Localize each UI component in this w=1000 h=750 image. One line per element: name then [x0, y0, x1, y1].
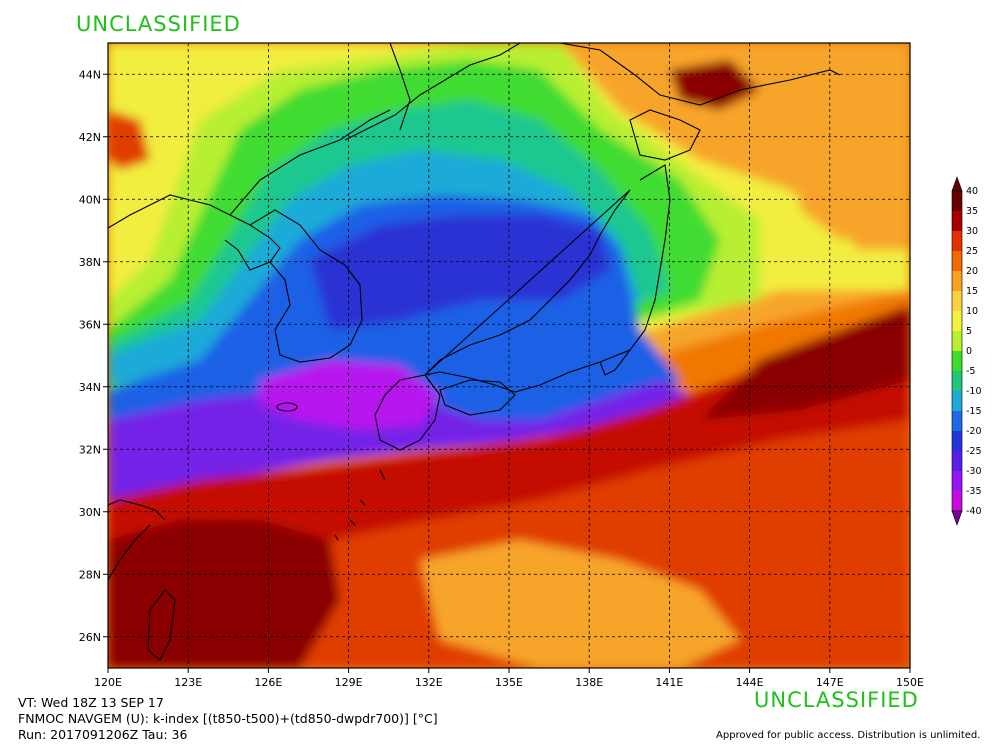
lon-tick-label: 150E	[896, 676, 924, 689]
colorbar-segment	[952, 451, 962, 472]
lon-tick-label: 144E	[736, 676, 764, 689]
classification-bottom: UNCLASSIFIED	[754, 688, 919, 712]
colorbar-segment	[952, 491, 962, 512]
lon-tick-label: 126E	[254, 676, 282, 689]
colorbar-label: 20	[966, 266, 978, 277]
lon-tick-label: 147E	[816, 676, 844, 689]
lon-tick-label: 123E	[174, 676, 202, 689]
map-frame	[107, 42, 911, 669]
lat-tick-label: 26N	[79, 631, 101, 644]
lon-tick-label: 135E	[495, 676, 523, 689]
lon-tick-label: 129E	[335, 676, 363, 689]
colorbar-segment	[952, 191, 962, 212]
colorbar-label: 15	[966, 286, 978, 297]
colorbar-segment	[952, 331, 962, 352]
lon-tick-label: 132E	[415, 676, 443, 689]
lat-tick-label: 42N	[79, 131, 101, 144]
colorbar-label: -30	[966, 466, 982, 477]
colorbar-top-arrow	[951, 176, 963, 192]
lat-tick-label: 40N	[79, 193, 101, 206]
colorbar-label: -15	[966, 406, 982, 417]
colorbar-segment	[952, 411, 962, 432]
colorbar-label: 25	[966, 246, 978, 257]
model-description: FNMOC NAVGEM (U): k-index [(t850-t500)+(…	[18, 711, 438, 726]
colorbar-label: 10	[966, 306, 978, 317]
colorbar-segment	[952, 271, 962, 292]
colorbar-segment	[952, 431, 962, 452]
lat-tick-label: 44N	[79, 68, 101, 81]
colorbar-label: 35	[966, 206, 978, 217]
colorbar-segment	[952, 251, 962, 272]
colorbar-segment	[952, 311, 962, 332]
lon-tick-label: 120E	[94, 676, 122, 689]
coastlines	[108, 43, 841, 661]
colorbar: 40 35 30 25 20 15 10 5 0 -5 -10 -15 -20 -25 -30 -35 -40	[951, 176, 982, 526]
lat-tick-label: 30N	[79, 506, 101, 519]
lon-tick-labels: 120E 123E 126E 129E 132E 135E 138E 141E 144E 147E…	[94, 676, 924, 689]
colorbar-label: -10	[966, 386, 982, 397]
lon-tick-label: 141E	[655, 676, 683, 689]
lon-tick-label: 138E	[575, 676, 603, 689]
colorbar-label: -20	[966, 426, 982, 437]
colorbar-label: -5	[966, 366, 975, 377]
colorbar-segment	[952, 291, 962, 312]
lat-tick-label: 38N	[79, 256, 101, 269]
colorbar-segment	[952, 351, 962, 372]
colorbar-segment	[952, 231, 962, 252]
colorbar-label: 30	[966, 226, 978, 237]
classification-top: UNCLASSIFIED	[76, 12, 241, 36]
k-index-field	[108, 43, 910, 668]
colorbar-segment	[952, 211, 962, 232]
lat-tick-label: 28N	[79, 568, 101, 581]
colorbar-label: 0	[966, 346, 972, 357]
lat-tick-label: 36N	[79, 318, 101, 331]
run-info: Run: 2017091206Z Tau: 36	[18, 727, 188, 742]
lat-tick-labels: 26N 28N 30N 32N 34N 36N 38N 40N 42N 44N	[79, 68, 101, 644]
approval-note: Approved for public access. Distribution…	[716, 730, 981, 741]
lat-tick-label: 34N	[79, 381, 101, 394]
colorbar-label: 40	[966, 186, 978, 197]
colorbar-frame	[951, 190, 963, 512]
colorbar-label: 5	[966, 326, 972, 337]
colorbar-segment	[952, 371, 962, 392]
colorbar-bottom-arrow	[951, 510, 963, 526]
colorbar-label: -35	[966, 486, 982, 497]
lat-tick-label: 32N	[79, 443, 101, 456]
colorbar-label: -25	[966, 446, 982, 457]
valid-time: VT: Wed 18Z 13 SEP 17	[18, 695, 164, 710]
lat-lon-grid	[103, 43, 911, 673]
colorbar-segment	[952, 471, 962, 492]
colorbar-label: -40	[966, 506, 982, 517]
colorbar-segment	[952, 391, 962, 412]
